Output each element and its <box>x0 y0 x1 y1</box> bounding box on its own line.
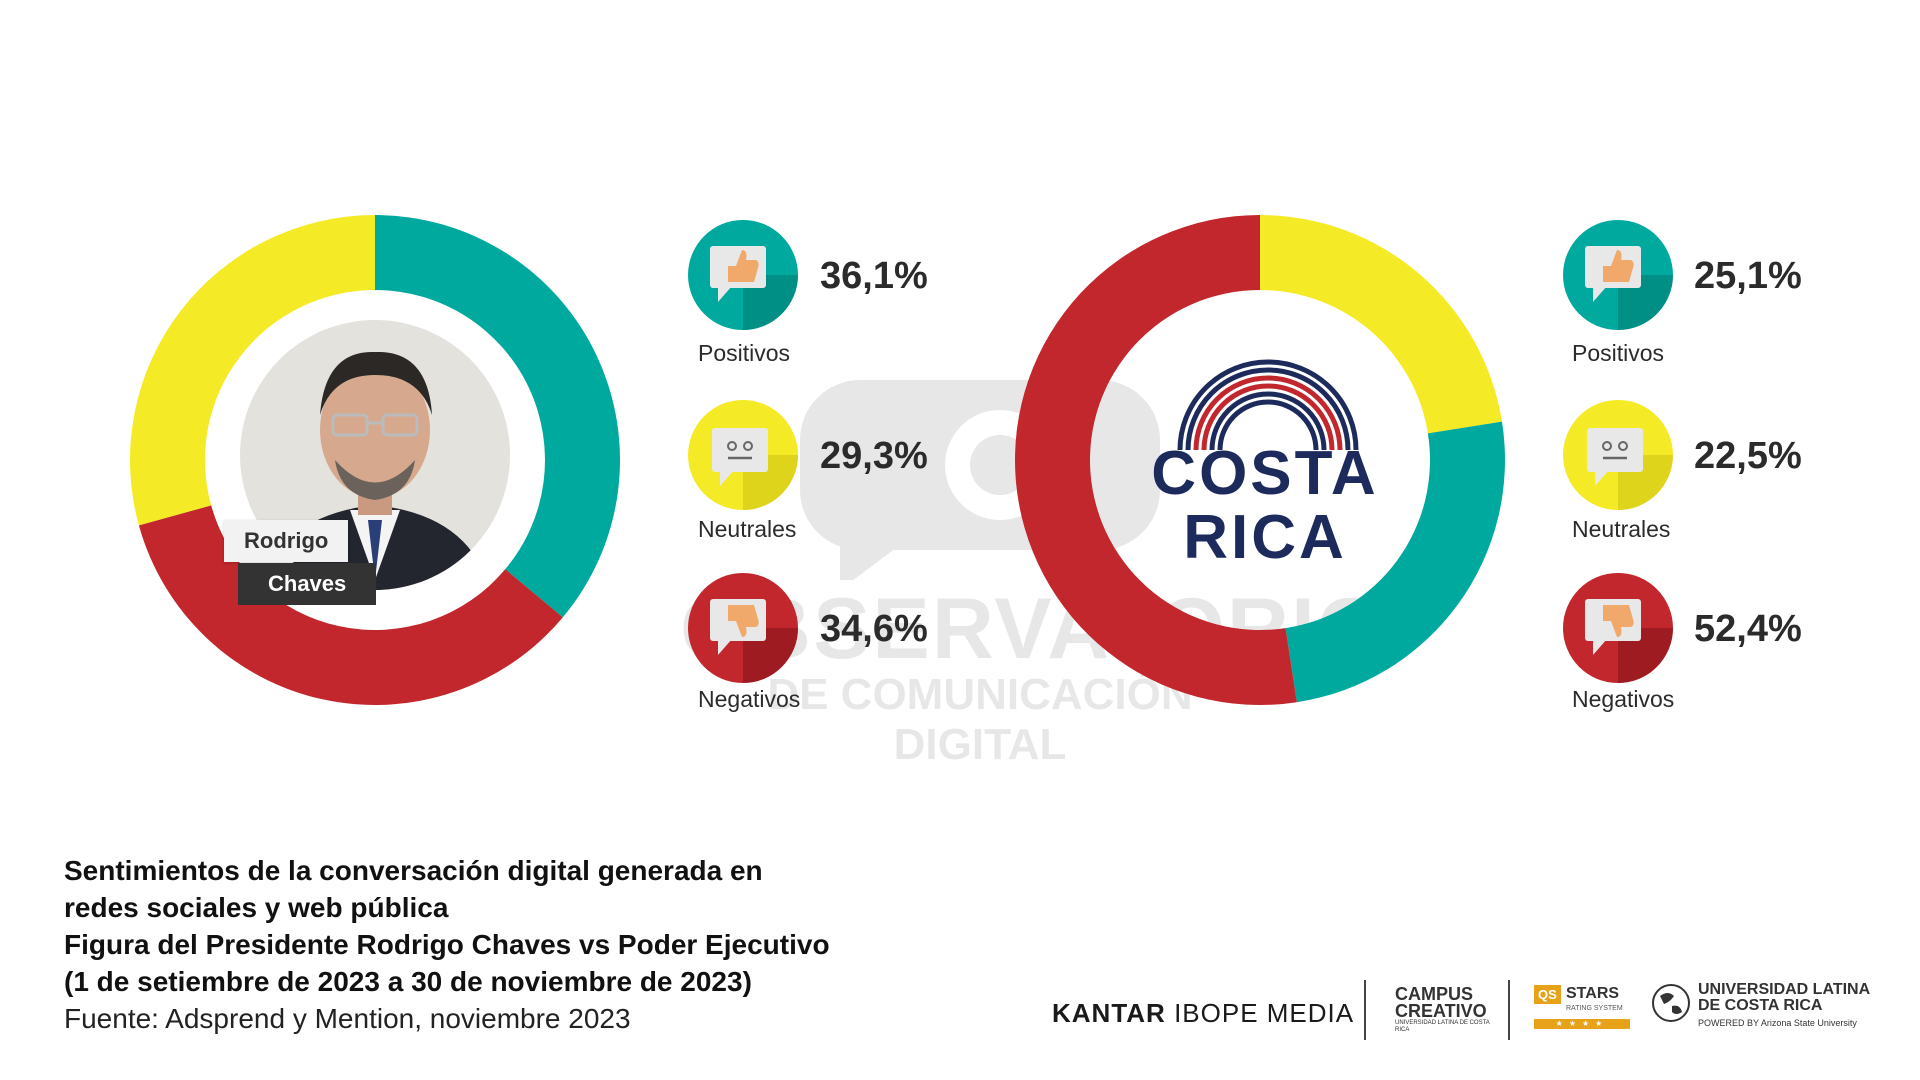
ulatina-sub: POWERED BY Arizona State University <box>1698 1018 1857 1028</box>
kantar-bold: KANTAR <box>1052 998 1166 1028</box>
value-negativos-right: 52,4% <box>1694 608 1802 650</box>
label-positivos-right: Positivos <box>1572 340 1665 366</box>
caption-line1: Sentimientos de la conversación digital … <box>64 855 763 886</box>
caption-line3: Figura del Presidente Rodrigo Chaves vs … <box>64 929 830 960</box>
divider <box>1508 980 1510 1040</box>
logo-word-1: COSTA <box>1151 439 1379 508</box>
donut-chart-right <box>1014 215 1505 705</box>
label-neutrales-right: Neutrales <box>1572 516 1671 542</box>
kantar-logo: KANTAR IBOPE MEDIA <box>1052 998 1354 1029</box>
ulatina-line2: DE COSTA RICA <box>1698 997 1823 1014</box>
label-negativos-left: Negativos <box>698 686 801 712</box>
watermark-line2: DE COMUNICACIÓN DIGITAL <box>767 670 1193 769</box>
qs-badge: QS <box>1534 985 1561 1004</box>
caption: Sentimientos de la conversación digital … <box>64 852 964 1037</box>
donut-slice-negativos <box>1014 215 1297 705</box>
caption-source: Fuente: Adsprend y Mention, noviembre 20… <box>64 1003 631 1034</box>
label-neutrales-left: Neutrales <box>698 516 797 542</box>
label-positivos-left: Positivos <box>698 340 791 366</box>
caption-line4: (1 de setiembre de 2023 a 30 de noviembr… <box>64 966 752 997</box>
value-negativos-left: 34,6% <box>820 608 928 650</box>
flag-arcs-icon <box>1177 359 1359 451</box>
costa-rica-logo: COSTA RICA <box>1140 340 1390 572</box>
globe-icon <box>1652 984 1690 1022</box>
thumbs-up-icon <box>1563 220 1673 330</box>
qs-stars-bar: ★★★★ <box>1534 1019 1630 1029</box>
label-negativos-right: Negativos <box>1572 686 1675 712</box>
campus-sub: UNIVERSIDAD LATINA DE COSTA RICA <box>1395 1020 1490 1033</box>
value-positivos-right: 25,1% <box>1694 255 1802 297</box>
value-neutrales-left: 29,3% <box>820 435 928 477</box>
name-tag-first: Rodrigo <box>224 520 349 562</box>
name-tag-last: Chaves <box>238 563 377 605</box>
ulatina-line1: UNIVERSIDAD LATINA <box>1698 981 1871 998</box>
campus-creativo-logo: CAMPUS CREATIVO UNIVERSIDAD LATINA DE CO… <box>1395 984 1505 1034</box>
qs-stars-text: STARS <box>1566 985 1620 1002</box>
thumbs-up-icon <box>688 220 798 330</box>
donut-chart-left <box>130 215 620 705</box>
ulatina-name: UNIVERSIDAD LATINA DE COSTA RICA <box>1698 982 1870 1014</box>
value-positivos-left: 36,1% <box>820 255 928 297</box>
thumbs-down-icon <box>688 573 798 683</box>
divider <box>1364 980 1366 1040</box>
donut-slice-positivos <box>1285 421 1505 703</box>
kantar-rest: IBOPE MEDIA <box>1174 998 1355 1028</box>
thumbs-down-icon <box>1563 573 1673 683</box>
neutral-face-icon <box>1563 400 1673 510</box>
donut-slice-neutrales <box>130 215 375 526</box>
campus-line1: CAMPUS <box>1395 984 1474 1004</box>
donut-slice-neutrales <box>1260 215 1502 434</box>
logo-word-2: RICA <box>1183 503 1347 572</box>
donut-slice-negativos <box>138 505 563 705</box>
caption-line2: redes sociales y web pública <box>64 892 449 923</box>
neutral-face-icon <box>688 400 798 510</box>
qs-sub: RATING SYSTEM <box>1566 1005 1623 1012</box>
value-neutrales-right: 22,5% <box>1694 435 1802 477</box>
campus-line2: CREATIVO <box>1395 1001 1487 1021</box>
donut-slice-positivos <box>375 215 620 618</box>
